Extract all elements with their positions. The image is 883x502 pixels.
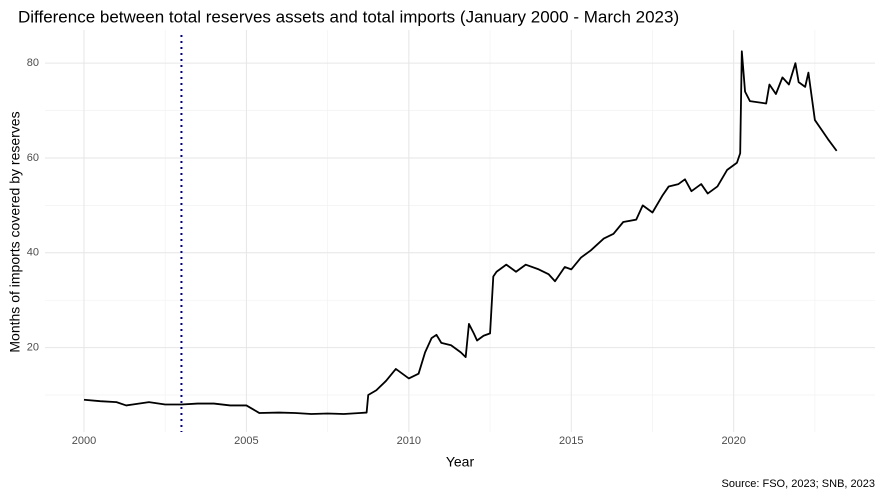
y-axis-label: Months of imports covered by reserves — [7, 111, 23, 352]
x-tick-label: 2020 — [721, 435, 745, 447]
x-tick-label: 2015 — [559, 435, 583, 447]
data-line — [83, 50, 838, 415]
y-tick-label: 80 — [27, 57, 39, 69]
y-tick-label: 40 — [27, 247, 39, 259]
y-tick-label: 60 — [27, 152, 39, 164]
chart-title: Difference between total reserves assets… — [18, 7, 679, 26]
plot — [83, 35, 838, 432]
x-axis-label: Year — [446, 454, 475, 470]
x-tick-label: 2010 — [397, 435, 421, 447]
x-tick-label: 2000 — [72, 435, 96, 447]
x-tick-label: 2005 — [234, 435, 258, 447]
caption: Source: FSO, 2023; SNB, 2023 — [722, 478, 875, 490]
y-tick-label: 20 — [27, 342, 39, 354]
grid — [45, 30, 875, 432]
